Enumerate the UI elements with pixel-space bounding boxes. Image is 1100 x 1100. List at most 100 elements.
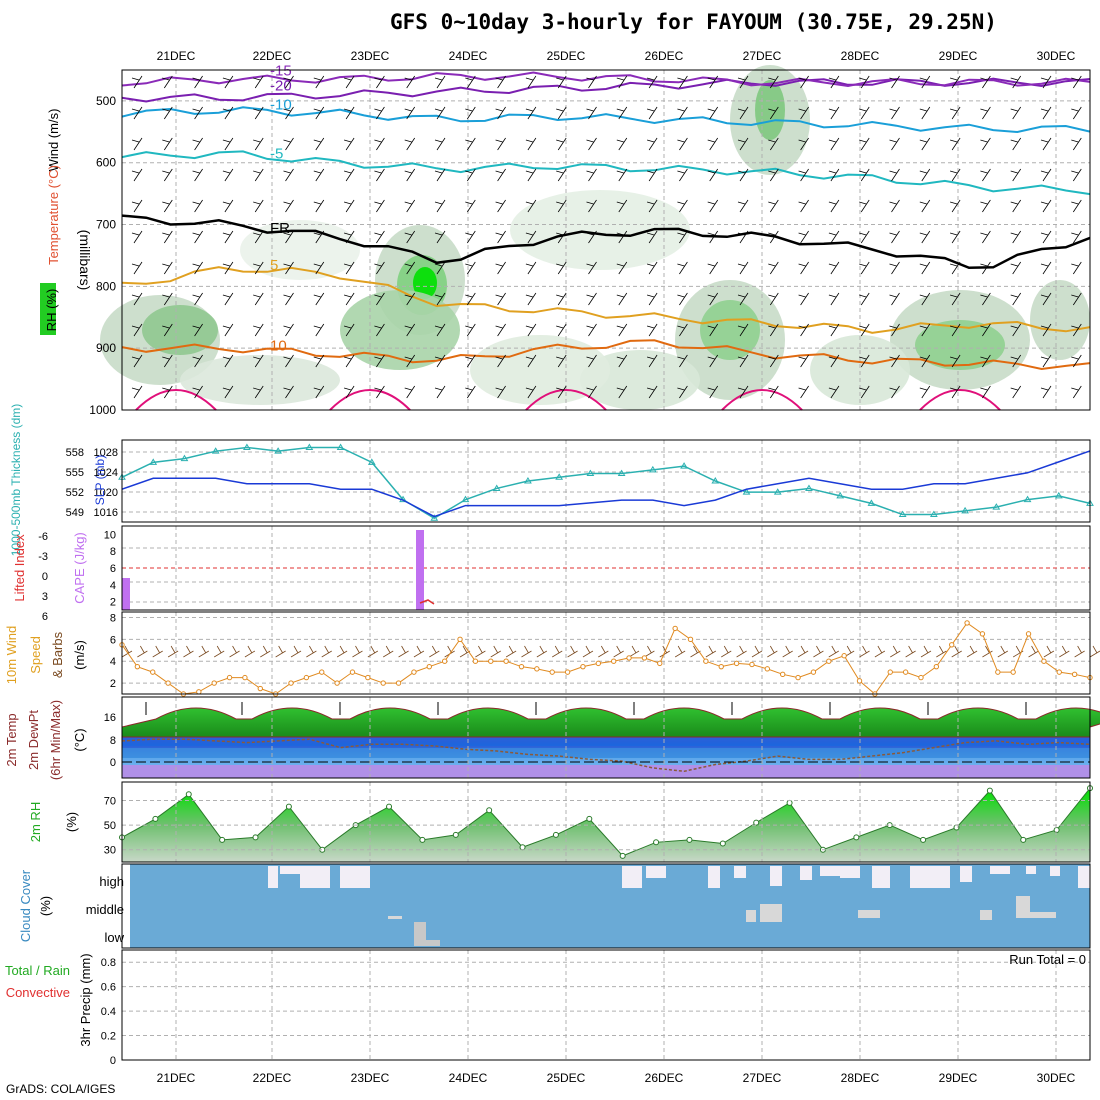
cloud-high-block	[1078, 866, 1090, 888]
data-point	[920, 836, 927, 843]
wind-barb	[677, 75, 688, 89]
rh-tick: 70	[104, 795, 116, 807]
cloud-mid-block	[746, 910, 756, 922]
ylabel-wind: Wind (m/s)	[46, 109, 61, 172]
data-point	[1053, 827, 1060, 833]
data-point	[319, 669, 325, 675]
data-point	[586, 815, 593, 822]
wind-barb	[677, 168, 688, 182]
data-point	[979, 631, 986, 637]
wind-barb	[374, 106, 385, 120]
date-label-top: 26DEC	[645, 49, 684, 63]
wind10m-barb	[936, 645, 947, 658]
wind-barb	[162, 106, 173, 120]
wind-barb	[192, 385, 203, 399]
wind10m-barb	[152, 645, 163, 658]
cloud-high-block	[646, 866, 666, 878]
wind-barb	[374, 137, 385, 151]
wind-barb	[646, 354, 658, 368]
wind-barb	[556, 385, 567, 399]
wind-barb	[798, 354, 809, 368]
wind-barb	[768, 385, 779, 399]
data-point	[367, 458, 376, 465]
wind-barb	[1040, 354, 1052, 368]
wind-barb	[889, 230, 900, 244]
wind-barb	[465, 292, 476, 306]
wind-barb	[646, 292, 658, 306]
wind-barb	[434, 354, 446, 368]
wind-barb	[556, 292, 567, 306]
wind-barb	[253, 261, 264, 275]
cloud-mid-block	[1030, 912, 1056, 918]
data-point	[395, 680, 402, 686]
wind-barb	[980, 323, 991, 337]
wind-barb	[465, 106, 476, 120]
wind-barb	[737, 199, 749, 213]
wind-barb	[495, 199, 506, 213]
cloud-high-block	[910, 866, 950, 888]
data-point	[411, 669, 417, 675]
wind-tick: 8	[110, 612, 116, 624]
data-point	[641, 655, 648, 661]
data-point	[180, 454, 189, 462]
wind-barb	[798, 385, 809, 399]
wind10m-barb	[1043, 645, 1055, 658]
wind-barb	[768, 168, 779, 182]
wind-barb	[919, 323, 931, 337]
rh-shade	[413, 267, 437, 299]
wind-barb	[616, 292, 628, 306]
isotherm-label: -15	[270, 62, 292, 79]
wind-barb	[192, 354, 203, 368]
wind-barb	[889, 75, 900, 89]
data-point	[826, 658, 832, 664]
wind-barb	[1010, 292, 1022, 306]
pressure-tick: 1000	[89, 403, 116, 417]
wind-barb	[949, 385, 961, 399]
precip-tick: 0.2	[101, 1031, 116, 1043]
data-point	[718, 663, 724, 670]
rh-tick: 50	[104, 820, 116, 832]
wind-barb	[980, 354, 991, 368]
wind-barb	[434, 323, 446, 337]
cloud-level-label: middle	[86, 902, 124, 917]
wind-barb	[343, 168, 355, 182]
wind-barb	[162, 385, 173, 399]
wind-barb	[556, 199, 567, 213]
data-point	[657, 660, 663, 667]
date-label-bottom: 22DEC	[253, 1071, 292, 1085]
data-point	[995, 669, 1001, 675]
wind-barb	[495, 230, 506, 244]
wind-barb	[192, 168, 203, 182]
date-label-bottom: 24DEC	[449, 1071, 488, 1085]
wind-tick: 2	[110, 678, 116, 690]
wind-barb	[253, 106, 264, 120]
data-point	[853, 834, 860, 841]
wind-barb	[616, 261, 628, 275]
wind-barb	[889, 168, 900, 182]
ylabel-rh: RH (%)	[44, 289, 59, 332]
data-point	[334, 680, 340, 686]
rh-frame	[121, 781, 1091, 863]
wind-barb	[465, 323, 476, 337]
wind-barb	[798, 323, 809, 337]
thickness-frame	[121, 439, 1091, 523]
data-point	[680, 462, 688, 469]
ylabel-li: Lifted Index	[12, 534, 27, 602]
wind10m-barb	[275, 645, 286, 658]
wind-barb	[495, 354, 506, 368]
wind-barb	[949, 323, 961, 337]
slp-tick: 1024	[94, 467, 118, 479]
ylabel-dewpt: 2m DewPt	[26, 710, 41, 770]
data-point	[252, 834, 259, 841]
wind-barb	[586, 385, 597, 399]
wind-barb	[434, 261, 446, 275]
wind-barb	[1010, 75, 1022, 89]
wind10m-barb	[567, 645, 578, 658]
wind-barb	[222, 75, 234, 89]
wind-barb	[828, 385, 840, 399]
wind-barb	[949, 230, 961, 244]
wind-barb	[404, 261, 416, 275]
isotherm-line	[121, 77, 1091, 103]
wind-barb	[859, 385, 870, 399]
cloud-high-block	[840, 866, 860, 878]
